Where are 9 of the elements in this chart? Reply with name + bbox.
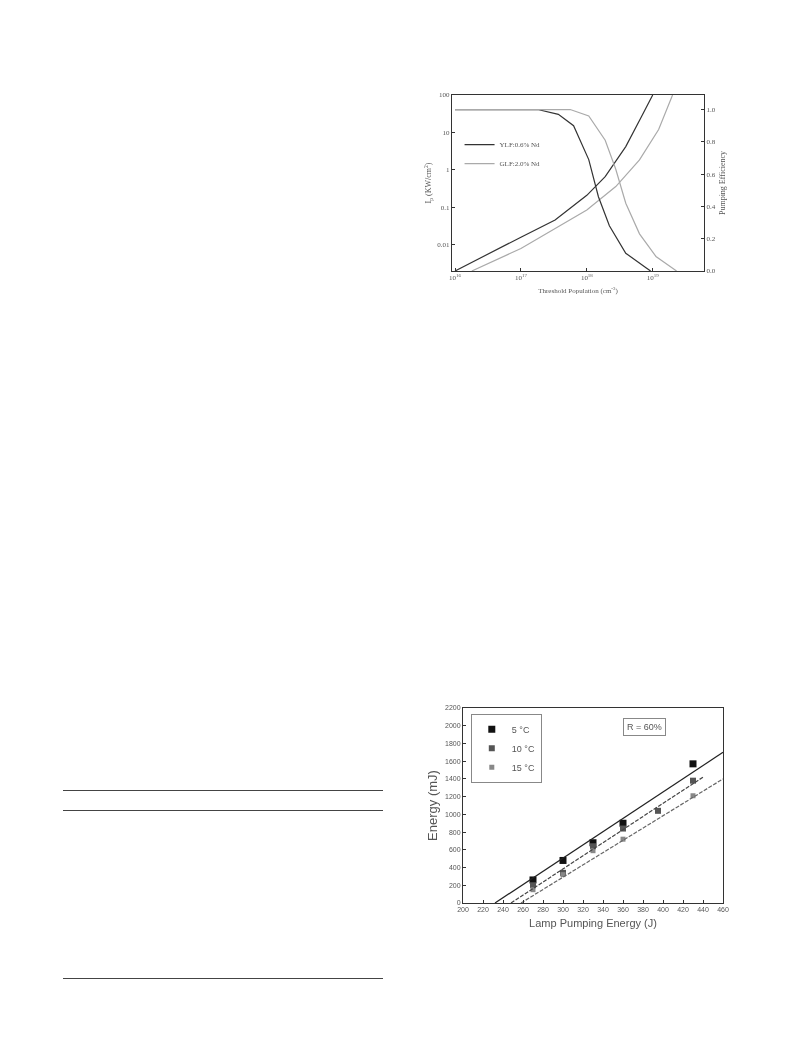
legend-label: 5 °C [511, 724, 530, 735]
point [655, 807, 661, 814]
legend-label: 10 °C [511, 743, 535, 754]
y-axis-title: Energy (mJ) [424, 770, 440, 841]
y2-axis-title: Pumping Efficiency [717, 150, 727, 216]
legend-label: 15 °C [511, 762, 535, 773]
x-axis-title: Lamp Pumping Energy (J) [529, 916, 657, 929]
point [689, 760, 697, 768]
annotation: R = 60% [627, 722, 662, 732]
